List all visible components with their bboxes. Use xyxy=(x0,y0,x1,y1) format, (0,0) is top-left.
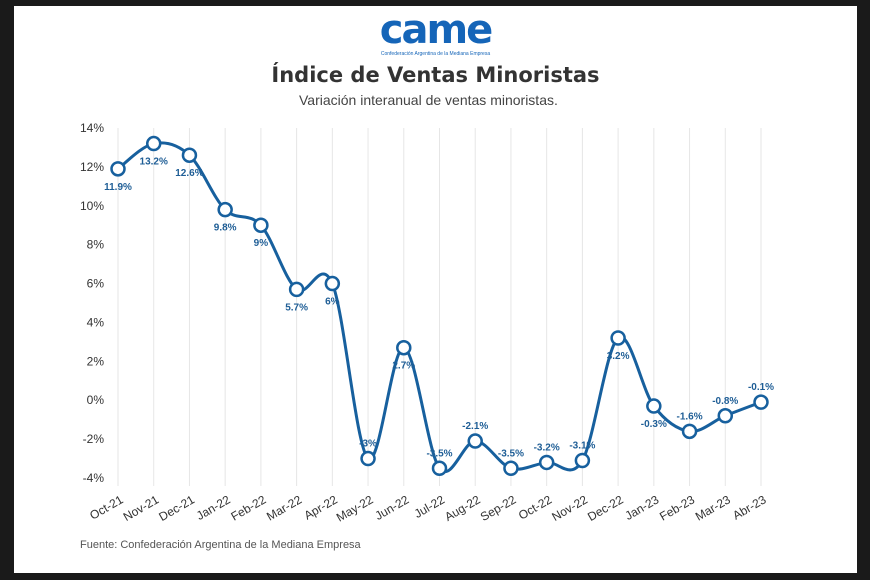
data-label: 3.2% xyxy=(607,351,630,362)
data-point xyxy=(717,408,734,424)
data-label: 9.8% xyxy=(214,223,237,234)
data-label: -3.1% xyxy=(569,441,595,452)
y-tick-label: 0% xyxy=(87,393,105,407)
data-point xyxy=(503,460,519,477)
x-tick-label: Oct-22 xyxy=(516,492,554,522)
y-tick-label: 12% xyxy=(80,160,104,174)
data-label: -1.6% xyxy=(676,411,702,422)
chart-subtitle: Variación interanual de ventas minorista… xyxy=(299,92,558,108)
logo-subtitle: Confederación Argentina de la Mediana Em… xyxy=(380,51,491,57)
x-tick-label: May-22 xyxy=(334,492,376,524)
data-point xyxy=(253,217,269,233)
data-point xyxy=(681,423,698,440)
x-tick-label: Jun-22 xyxy=(372,492,411,523)
x-tick-label: Feb-22 xyxy=(228,492,268,523)
data-label: -3% xyxy=(359,439,377,450)
x-tick-label: Jan-23 xyxy=(623,492,662,523)
y-tick-label: 6% xyxy=(87,277,105,291)
data-label: -3.5% xyxy=(498,448,524,459)
came-logo: came Confederación Argentina de la Media… xyxy=(14,10,857,57)
x-tick-label: Jul-22 xyxy=(412,492,448,521)
y-tick-label: -4% xyxy=(83,471,105,485)
data-point xyxy=(538,454,555,471)
data-label: -3.2% xyxy=(534,442,560,453)
data-label: -0.1% xyxy=(748,382,774,393)
data-label: -0.8% xyxy=(712,396,738,407)
x-tick-label: Sep-22 xyxy=(478,492,519,524)
data-label: 13.2% xyxy=(140,157,168,168)
data-label: -0.3% xyxy=(641,419,667,430)
data-point xyxy=(467,433,483,449)
x-tick-label: Nov-22 xyxy=(549,492,590,524)
data-point xyxy=(574,452,591,469)
x-tick-label: Mar-23 xyxy=(693,492,733,523)
x-tick-label: Feb-23 xyxy=(657,492,697,523)
x-tick-label: Apr-22 xyxy=(302,492,340,522)
data-label: 5.7% xyxy=(285,302,308,313)
x-tick-label: Nov-21 xyxy=(121,492,162,524)
data-point xyxy=(396,339,412,356)
y-tick-label: -2% xyxy=(83,432,105,446)
y-tick-label: 8% xyxy=(87,238,105,252)
x-tick-label: Abr-23 xyxy=(730,492,768,522)
y-tick-label: 4% xyxy=(87,315,105,329)
data-point xyxy=(217,201,233,218)
data-point xyxy=(610,330,626,346)
chart-frame: came Confederación Argentina de la Media… xyxy=(14,6,857,573)
data-point xyxy=(110,161,126,177)
data-point xyxy=(324,275,341,292)
data-point xyxy=(431,460,448,477)
x-tick-label: Oct-21 xyxy=(87,492,125,522)
y-tick-label: 2% xyxy=(87,354,105,368)
data-label: -2.1% xyxy=(462,421,488,432)
x-tick-label: Dec-22 xyxy=(585,492,626,524)
data-point xyxy=(753,394,769,410)
x-tick-label: Jan-22 xyxy=(194,492,233,523)
x-tick-label: Aug-22 xyxy=(442,492,483,524)
x-tick-label: Mar-22 xyxy=(264,492,304,523)
data-label: 6% xyxy=(325,297,340,308)
data-label: 12.6% xyxy=(175,168,203,179)
data-label: 11.9% xyxy=(104,182,132,193)
chart-title: Índice de Ventas Minoristas xyxy=(271,63,600,87)
x-tick-label: Dec-21 xyxy=(156,492,197,524)
y-tick-label: 10% xyxy=(80,199,104,213)
data-point xyxy=(360,450,376,467)
data-label: 9% xyxy=(254,238,269,249)
series-line xyxy=(117,141,762,473)
logo-mark: came xyxy=(379,7,494,53)
data-label: -3.5% xyxy=(426,448,452,459)
data-label: 2.7% xyxy=(392,361,415,372)
data-point xyxy=(646,398,662,414)
data-point xyxy=(288,281,305,298)
y-tick-label: 14% xyxy=(80,121,104,135)
chart-source: Fuente: Confederación Argentina de la Me… xyxy=(80,539,361,551)
data-point xyxy=(181,147,198,163)
data-point xyxy=(145,135,162,152)
